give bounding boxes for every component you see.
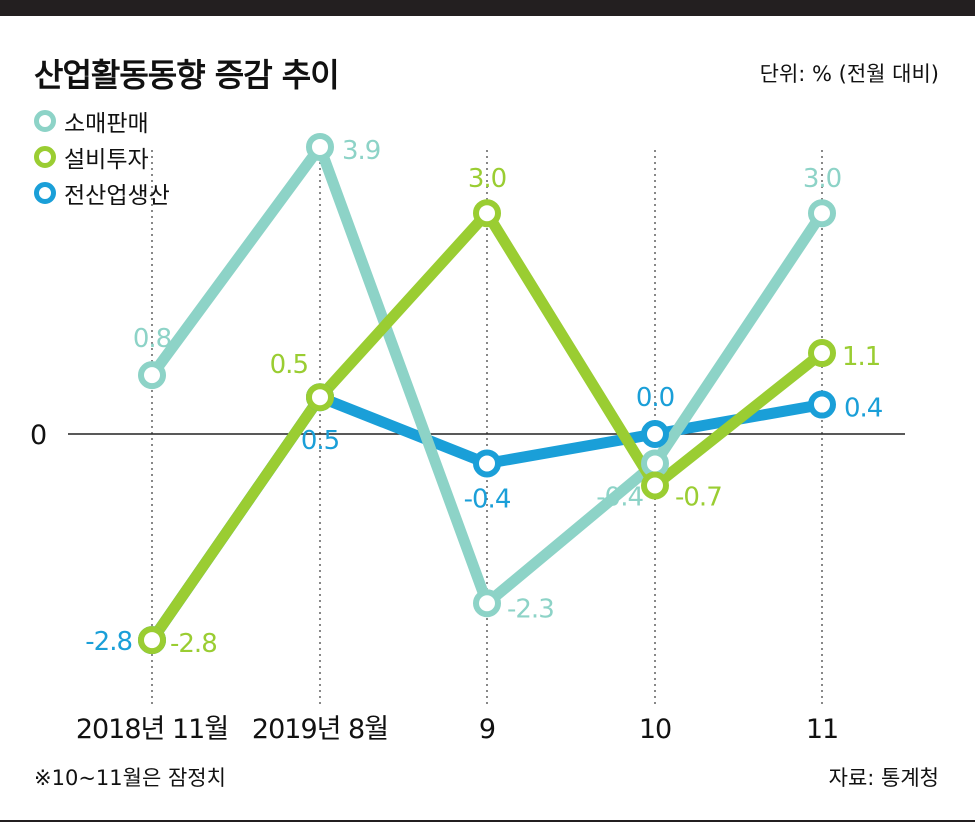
- data-point-2-4: [808, 390, 836, 419]
- data-label-2-4: 0.4: [844, 394, 883, 424]
- bottom-rule: [0, 820, 975, 822]
- data-point-1-0: [138, 626, 166, 655]
- data-label-2-1: 0.5: [301, 426, 339, 456]
- zero-tick-label: 0: [30, 420, 47, 451]
- legend: 소매판매 설비투자 전산업생산: [34, 103, 170, 211]
- data-point-0-1: [306, 132, 334, 161]
- data-label-0-4: 3.0: [803, 164, 841, 194]
- data-label-0-2: -2.3: [507, 594, 554, 624]
- chart-title: 산업활동동향 증감 추이: [34, 56, 340, 94]
- data-point-1-3: [641, 471, 669, 500]
- data-label-2-2: -0.4: [464, 484, 511, 514]
- data-label-0-0: 0.8: [133, 324, 171, 354]
- data-label-2-3: 0.0: [636, 383, 674, 413]
- x-tick-label-2: 9: [479, 714, 495, 745]
- data-label-1-4: 1.1: [842, 342, 880, 372]
- source-label: 자료: 통계청: [828, 766, 939, 790]
- data-point-0-0: [138, 361, 166, 390]
- data-point-1-2: [473, 199, 501, 228]
- data-label-0-3: -0.4: [596, 482, 643, 512]
- data-label-1-2: 3.0: [468, 164, 506, 194]
- data-point-2-3: [641, 420, 669, 448]
- data-label-0-1: 3.9: [342, 136, 380, 166]
- unit-label: 단위: % (전월 대비): [759, 62, 939, 86]
- data-label-1-0: -2.8: [170, 629, 217, 659]
- x-tick-label-1: 2019년 8월: [252, 714, 388, 745]
- legend-item-facility: 설비투자: [34, 139, 170, 175]
- data-label-1-3: -0.7: [675, 483, 722, 513]
- legend-marker-production: [34, 182, 56, 204]
- legend-marker-retail: [34, 110, 56, 132]
- data-point-0-3: [641, 449, 669, 478]
- data-label-1-1: 0.5: [270, 350, 308, 380]
- data-point-0-2: [473, 589, 501, 618]
- data-label-2-0: -2.8: [85, 627, 132, 657]
- footnote: ※10~11월은 잠정치: [34, 766, 226, 790]
- x-tick-label-3: 10: [639, 714, 671, 745]
- data-point-2-2: [473, 449, 501, 478]
- x-tick-label-4: 11: [806, 714, 838, 745]
- data-point-1-1: [306, 383, 334, 412]
- x-tick-label-0: 2018년 11월: [76, 714, 228, 745]
- top-bar: [0, 0, 975, 16]
- data-point-1-4: [808, 339, 836, 368]
- legend-label-retail: 소매판매: [64, 111, 149, 137]
- legend-label-facility: 설비투자: [64, 147, 149, 173]
- legend-marker-facility: [34, 146, 56, 168]
- legend-item-retail: 소매판매: [34, 103, 170, 139]
- data-point-0-4: [808, 199, 836, 228]
